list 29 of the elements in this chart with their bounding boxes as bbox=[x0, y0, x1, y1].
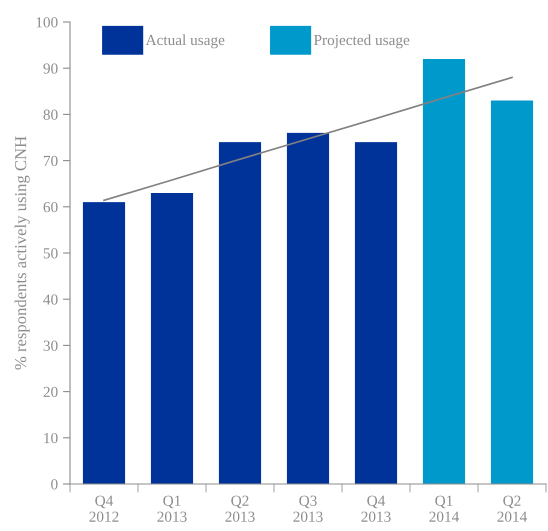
y-axis-title: % respondents actively using CNH bbox=[14, 136, 30, 370]
x-tick-label: Q2 2014 bbox=[497, 496, 528, 522]
y-tick-label: 80 bbox=[44, 110, 58, 120]
x-tick-label: Q1 2013 bbox=[157, 496, 187, 522]
bar bbox=[218, 142, 262, 484]
legend-label: Projected usage bbox=[314, 34, 410, 48]
bar bbox=[82, 202, 126, 484]
y-tick-label: 30 bbox=[44, 340, 58, 351]
legend-label: Actual usage bbox=[146, 34, 224, 48]
x-tick-label: Q4 2012 bbox=[89, 496, 118, 522]
bar bbox=[422, 58, 466, 484]
bar bbox=[150, 192, 194, 484]
x-tick-label: Q4 2013 bbox=[361, 496, 391, 522]
y-tick-label: 100 bbox=[36, 17, 58, 28]
x-tick-label: Q3 2013 bbox=[293, 496, 323, 522]
y-tick-label: 20 bbox=[44, 386, 58, 398]
x-tick-label: Q1 2014 bbox=[429, 496, 460, 522]
bar bbox=[286, 132, 330, 484]
bar bbox=[354, 142, 398, 484]
y-tick-label: 50 bbox=[44, 248, 58, 258]
y-tick-label: 60 bbox=[44, 202, 58, 212]
y-tick-label: 90 bbox=[43, 63, 58, 74]
y-tick-label: 0 bbox=[51, 479, 58, 490]
line-series bbox=[103, 76, 513, 202]
x-tick-label: Q2 2013 bbox=[225, 496, 255, 522]
y-tick-label: 40 bbox=[43, 294, 58, 305]
bar bbox=[490, 100, 534, 484]
y-tick-label: 70 bbox=[44, 156, 58, 166]
y-tick-label: 10 bbox=[44, 432, 58, 444]
